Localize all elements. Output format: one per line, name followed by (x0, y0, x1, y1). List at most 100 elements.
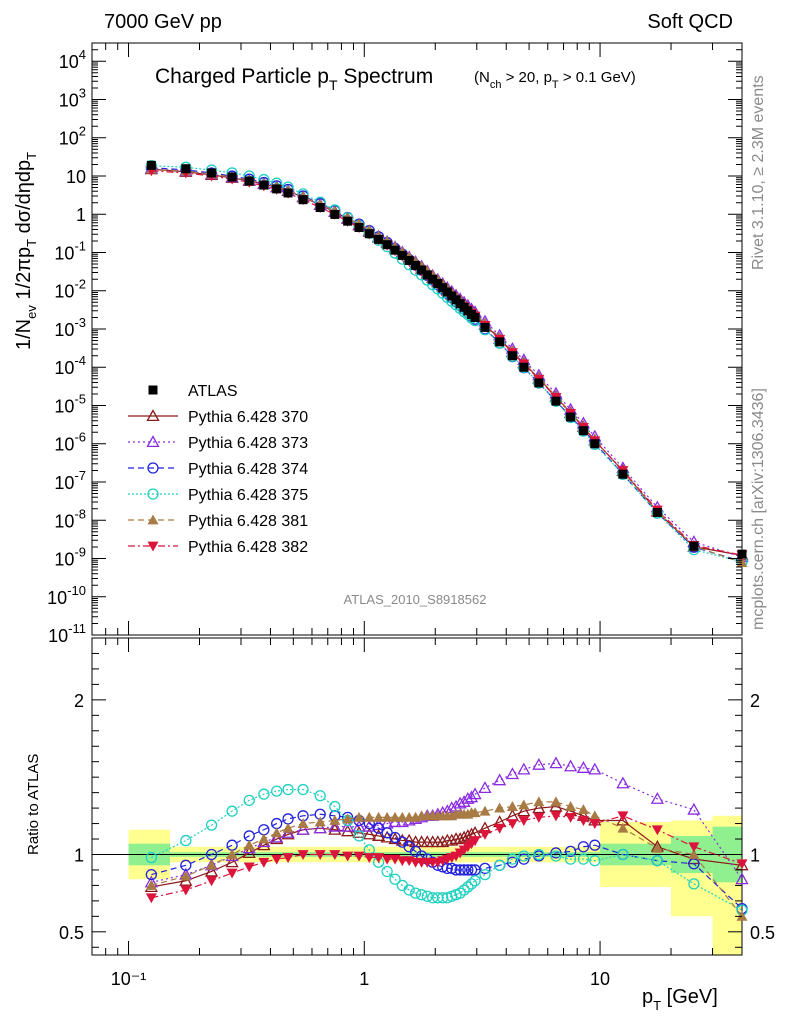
ratio-data-point (353, 851, 365, 862)
legend-label: Pythia 6.428 382 (188, 539, 308, 556)
data-point (590, 439, 600, 449)
data-point (272, 184, 282, 194)
ratio-data-point (225, 855, 239, 868)
y-tick-label: 10-2 (54, 277, 86, 302)
ratio-data-point (313, 821, 327, 834)
y-tick-label: 1 (76, 205, 86, 225)
y-tick-label: 10-6 (54, 430, 86, 455)
ratio-data-point (533, 796, 545, 807)
ratio-data-point (314, 850, 326, 860)
ratio-data-point (257, 838, 271, 851)
ratio-data-point (362, 819, 376, 832)
x-tick-label: 10 (590, 969, 610, 989)
ratio-data-point (458, 864, 470, 876)
ratio-data-point (329, 800, 341, 813)
ratio-data-point (436, 835, 450, 848)
ratio-data-point (363, 811, 375, 822)
legend-marker (146, 409, 160, 422)
ratio-data-point (226, 805, 238, 817)
data-point (737, 549, 747, 559)
ratio-data-point (469, 807, 481, 818)
ratio-data-point (282, 813, 294, 825)
legend-label: Pythia 6.428 381 (188, 513, 308, 530)
ratio-data-point (243, 862, 255, 873)
data-point (507, 351, 517, 361)
legend: ATLAS Pythia 6.428 370 Pythia 6.428 373 Pyt… (128, 383, 308, 556)
ratio-y-tick-label: 1 (74, 845, 84, 865)
ratio-data-point (651, 842, 663, 853)
ratio-data-point (258, 857, 270, 868)
ratio-data-point (462, 864, 474, 876)
ratio-data-point (479, 805, 491, 816)
ratio-data-point (564, 853, 577, 865)
ratio-y-tick-label: 2 (750, 691, 760, 711)
ratio-data-point (688, 878, 700, 890)
ratio-data-point (342, 851, 354, 862)
main-plot-frame (91, 42, 743, 636)
x-tick-label: 1 (359, 969, 369, 989)
y-tick-label: 102 (59, 124, 86, 149)
x-axis-label: pT [GeV] (642, 986, 718, 1013)
ratio-data-point (373, 811, 385, 822)
data-point (534, 378, 544, 388)
legend-marker (147, 462, 159, 474)
ratio-data-point (205, 848, 218, 861)
energy-label: 7000 GeV pp (104, 11, 222, 33)
ratio-y-axis-label: Ratio to ATLAS (25, 754, 42, 855)
data-point (397, 250, 407, 260)
data-point (146, 160, 156, 170)
data-point (244, 176, 254, 186)
ratio-data-point (518, 853, 530, 865)
ratio-y-tick-label: 0.5 (750, 923, 775, 943)
data-point (283, 188, 293, 198)
ratio-data-point (465, 864, 478, 876)
ratio-data-point (589, 819, 601, 830)
ratio-y-tick-label: 1 (750, 845, 760, 865)
ratio-data-point (297, 818, 309, 828)
ratio-series-line (151, 813, 743, 910)
data-point (551, 396, 561, 406)
ratio-data-point (469, 875, 481, 887)
site-label: mcplots.cern.ch [arXiv:1306.3436] (750, 388, 767, 630)
ratio-data-point (532, 801, 546, 814)
ratio-data-point (550, 796, 562, 807)
ratio-data-point (688, 842, 700, 853)
y-tick-label: 10-1 (54, 238, 86, 263)
legend-label: Pythia 6.428 370 (188, 409, 308, 426)
y-tick-label: 10-11 (48, 621, 86, 646)
ratio-data-point (258, 788, 270, 800)
data-point (433, 278, 443, 288)
legend-marker (146, 435, 160, 448)
ratio-data-point (687, 802, 701, 815)
ratio-data-point (589, 855, 601, 867)
legend-marker (148, 385, 158, 395)
ratio-data-point (550, 847, 562, 859)
ratio-data-point (616, 776, 630, 789)
ratio-data-point (506, 853, 519, 865)
ratio-data-point (506, 801, 518, 811)
ratio-data-point (517, 762, 531, 775)
ratio-data-point (145, 851, 158, 864)
ratio-y-tick-label: 0.5 (59, 923, 84, 943)
ratio-data-point (577, 816, 589, 826)
x-tick-label: 10⁻¹ (111, 969, 147, 989)
ratio-data-point (464, 790, 479, 803)
ratio-data-point (353, 811, 365, 822)
ratio-data-point (206, 859, 218, 870)
ratio-data-point (372, 822, 385, 834)
data-point (382, 240, 392, 250)
ratio-data-point (373, 853, 385, 864)
ratio-data-point (736, 859, 748, 870)
ratio-data-point (353, 830, 365, 842)
legend-label: Pythia 6.428 374 (188, 461, 308, 478)
ratio-data-point (589, 839, 601, 851)
analysis-label: ATLAS_2010_S8918562 (344, 592, 487, 607)
ratio-data-point (297, 783, 309, 796)
data-point (259, 180, 269, 190)
ratio-data-point (381, 865, 393, 878)
data-point (404, 255, 414, 265)
y-tick-label: 10-8 (54, 506, 86, 531)
data-point (354, 223, 364, 233)
ratio-data-point (478, 781, 492, 794)
